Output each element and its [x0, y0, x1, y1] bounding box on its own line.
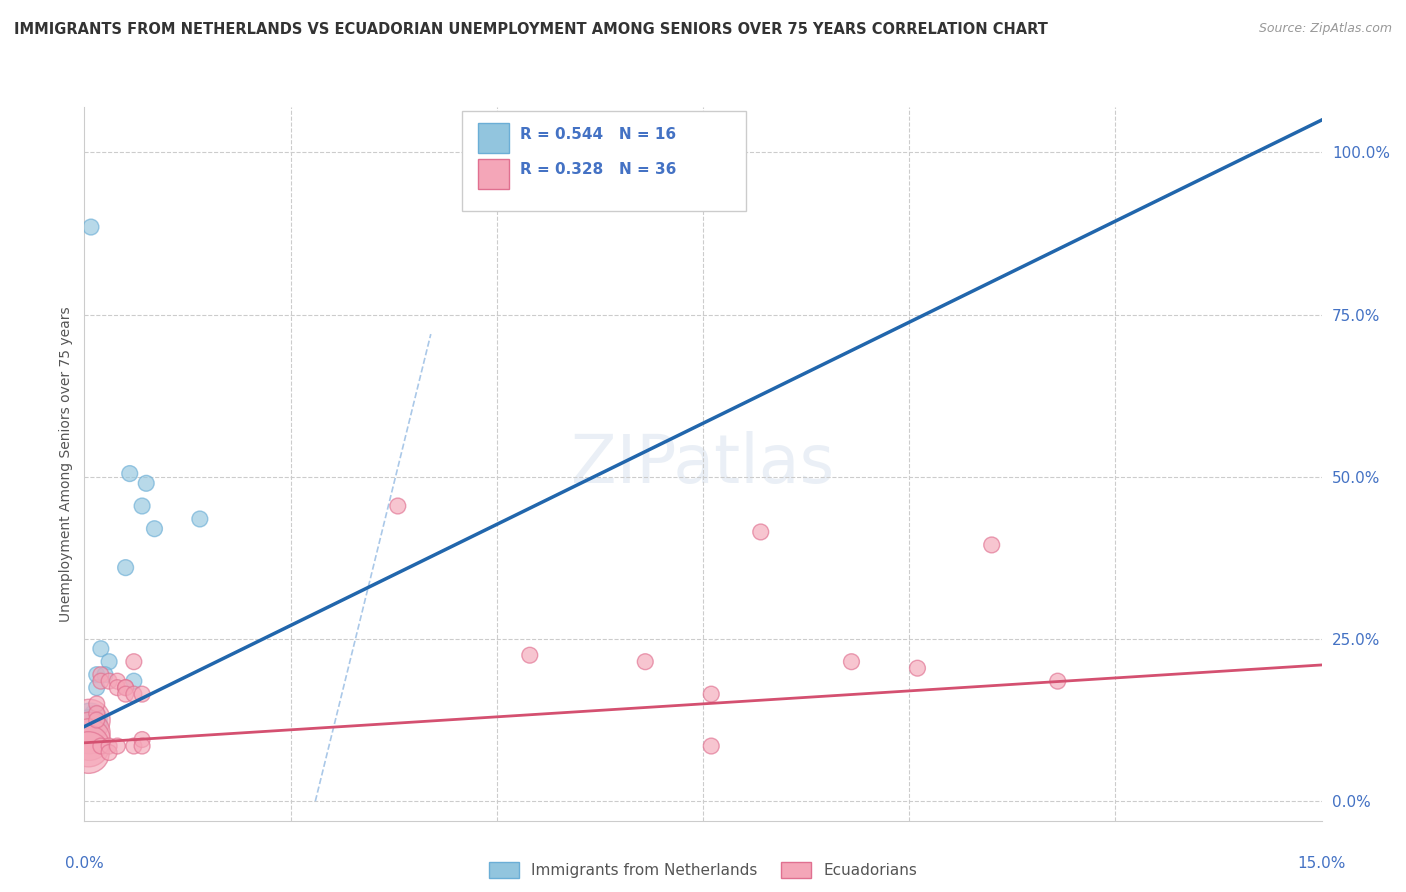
- Point: [105, 739, 128, 753]
- Point: [114, 687, 136, 701]
- Point: [749, 524, 772, 539]
- Text: R = 0.328   N = 36: R = 0.328 N = 36: [520, 162, 676, 178]
- Point: [122, 655, 145, 669]
- FancyBboxPatch shape: [478, 123, 509, 153]
- FancyBboxPatch shape: [478, 159, 509, 189]
- Point: [700, 687, 723, 701]
- Point: [98, 746, 121, 760]
- Point: [79, 726, 101, 740]
- Point: [131, 687, 153, 701]
- Point: [122, 674, 145, 689]
- Point: [90, 667, 112, 681]
- Point: [94, 667, 117, 681]
- Point: [700, 739, 723, 753]
- Point: [98, 655, 121, 669]
- Point: [105, 681, 128, 695]
- Point: [90, 674, 112, 689]
- Point: [86, 681, 108, 695]
- Point: [79, 713, 101, 727]
- Point: [114, 560, 136, 574]
- Point: [86, 667, 108, 681]
- Point: [131, 499, 153, 513]
- Point: [86, 697, 108, 711]
- Text: 0.0%: 0.0%: [65, 856, 104, 871]
- Point: [79, 720, 101, 734]
- Point: [79, 732, 101, 747]
- Point: [907, 661, 929, 675]
- Point: [980, 538, 1002, 552]
- Point: [86, 706, 108, 721]
- Point: [118, 467, 141, 481]
- Legend: Immigrants from Netherlands, Ecuadorians: Immigrants from Netherlands, Ecuadorians: [482, 856, 924, 884]
- Point: [519, 648, 541, 663]
- Point: [135, 476, 157, 491]
- Point: [841, 655, 863, 669]
- Point: [122, 687, 145, 701]
- Point: [131, 732, 153, 747]
- Text: Source: ZipAtlas.com: Source: ZipAtlas.com: [1258, 22, 1392, 36]
- Point: [77, 746, 100, 760]
- Point: [105, 674, 128, 689]
- Point: [188, 512, 211, 526]
- Point: [79, 713, 101, 727]
- Text: R = 0.544   N = 16: R = 0.544 N = 16: [520, 127, 676, 142]
- Point: [98, 739, 121, 753]
- Y-axis label: Unemployment Among Seniors over 75 years: Unemployment Among Seniors over 75 years: [59, 306, 73, 622]
- Point: [80, 220, 103, 235]
- Point: [131, 739, 153, 753]
- Text: ZIPatlas: ZIPatlas: [571, 431, 835, 497]
- Text: IMMIGRANTS FROM NETHERLANDS VS ECUADORIAN UNEMPLOYMENT AMONG SENIORS OVER 75 YEA: IMMIGRANTS FROM NETHERLANDS VS ECUADORIA…: [14, 22, 1047, 37]
- Point: [387, 499, 409, 513]
- FancyBboxPatch shape: [461, 111, 747, 211]
- Point: [90, 739, 112, 753]
- Text: 15.0%: 15.0%: [1298, 856, 1346, 871]
- Point: [82, 706, 104, 721]
- Point: [634, 655, 657, 669]
- Point: [122, 739, 145, 753]
- Point: [90, 641, 112, 656]
- Point: [143, 522, 166, 536]
- Point: [114, 681, 136, 695]
- Point: [98, 674, 121, 689]
- Point: [86, 713, 108, 727]
- Point: [77, 739, 100, 753]
- Point: [1046, 674, 1069, 689]
- Point: [114, 681, 136, 695]
